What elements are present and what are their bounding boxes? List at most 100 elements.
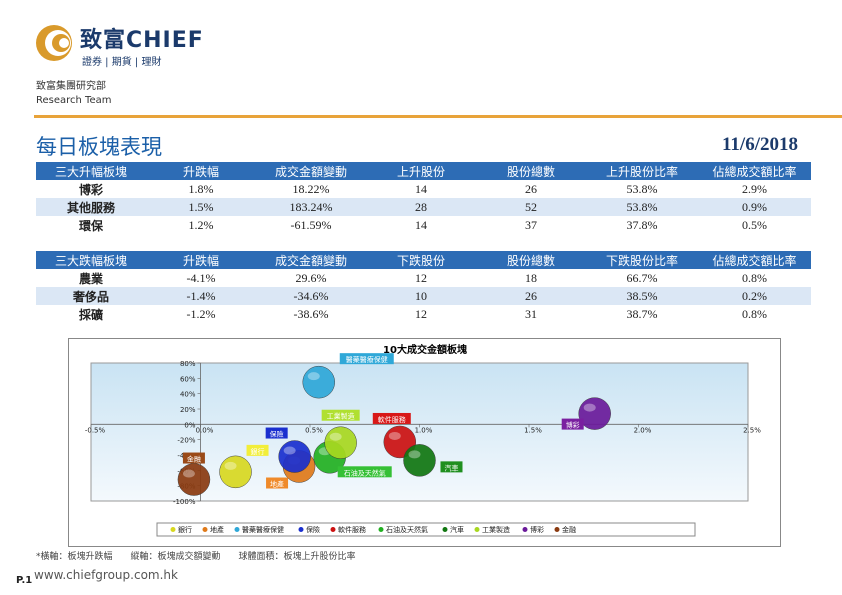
bubble-highlight bbox=[408, 450, 421, 459]
sector-name: 環保 bbox=[78, 218, 103, 233]
bubble-label-box bbox=[372, 412, 411, 424]
y-tick-label: 40% bbox=[180, 391, 196, 399]
bubble-highlight bbox=[329, 432, 342, 441]
table-row: 奢侈品 -1.4% -34.6% 10 26 38.5% 0.2% bbox=[36, 287, 811, 305]
column-header: 成交金額變動 bbox=[256, 162, 366, 180]
bubble-point bbox=[403, 444, 436, 477]
website-url[interactable]: www.chiefgroup.com.hk bbox=[34, 568, 178, 582]
table-cell: 1.2% bbox=[188, 217, 214, 232]
research-dept: 致富集團研究部 Research Team bbox=[36, 80, 111, 108]
table-row: 博彩 1.8% 18.22% 14 26 53.8% 2.9% bbox=[36, 180, 811, 198]
table-cell: 0.2% bbox=[698, 287, 811, 305]
table-cell: 18 bbox=[525, 270, 537, 285]
page-number: P.1 bbox=[16, 575, 33, 586]
bubble-point bbox=[177, 463, 211, 496]
table-cell: 0.8% bbox=[742, 306, 767, 321]
column-header: 上升股份 bbox=[366, 162, 476, 180]
bubble-point bbox=[219, 455, 252, 489]
legend-label: 醫藥醫療保健 bbox=[242, 525, 284, 534]
column-header: 升跌幅 bbox=[146, 251, 256, 269]
logo-text: 致富CHIEF bbox=[80, 28, 204, 53]
legend-marker bbox=[378, 527, 384, 532]
table-cell: 0.5% bbox=[742, 217, 767, 232]
legend-marker bbox=[554, 527, 560, 532]
legend-label: 銀行 bbox=[178, 525, 192, 534]
table-cell: 29.6% bbox=[295, 270, 327, 285]
table-row: 農業 -4.1% 29.6% 12 18 66.7% 0.8% bbox=[36, 269, 811, 287]
bubble-label-box bbox=[182, 452, 205, 464]
legend-marker bbox=[234, 527, 240, 532]
bubble-label-box bbox=[321, 409, 360, 421]
table-cell: 31 bbox=[525, 306, 537, 321]
column-header: 股份總數 bbox=[476, 162, 586, 180]
sector-name: 博彩 bbox=[78, 182, 103, 197]
table-cell: 1.8% bbox=[188, 181, 214, 196]
table-cell: 14 bbox=[415, 217, 427, 232]
legend-marker bbox=[330, 527, 336, 532]
chart-footnote: *橫軸：板塊升跌幅 縱軸：板塊成交額變動 球體面積：板塊上升股份比率 bbox=[36, 552, 356, 562]
bubble-label-box bbox=[265, 427, 288, 439]
bubble-label-box bbox=[246, 444, 269, 456]
x-tick-label: 2.5% bbox=[743, 426, 761, 434]
column-header: 升跌幅 bbox=[146, 162, 256, 180]
column-header: 上升股份比率 bbox=[586, 162, 698, 180]
company-logo: 致富CHIEF 證券 | 期貨 | 理財 bbox=[34, 22, 244, 68]
table-cell: -34.6% bbox=[256, 287, 366, 305]
table-row: 採礦 -1.2% -38.6% 12 31 38.7% 0.8% bbox=[36, 305, 811, 323]
dept-name-en: Research Team bbox=[36, 95, 112, 106]
bubble-highlight bbox=[388, 431, 401, 440]
x-tick-label: 0.5% bbox=[305, 426, 323, 434]
table-header-row: 三大升幅板塊 升跌幅 成交金額變動 上升股份 股份總數 上升股份比率 佔總成交額… bbox=[36, 162, 811, 180]
bubble-label: 地產 bbox=[270, 480, 284, 489]
x-tick-label: -0.5% bbox=[85, 426, 106, 434]
bubble-label: 銀行 bbox=[251, 447, 265, 456]
chart-title: 10大成交金額板塊 bbox=[383, 343, 467, 356]
bubble-label-box bbox=[337, 466, 392, 478]
bubble-label: 博彩 bbox=[566, 421, 580, 430]
report-date: 11/6/2018 bbox=[721, 134, 798, 155]
bubble-point bbox=[302, 365, 336, 399]
bubble-highlight bbox=[182, 469, 195, 478]
table-cell: 26 bbox=[525, 181, 537, 196]
table-cell: -61.59% bbox=[290, 217, 332, 232]
bubble-label: 軟件服務 bbox=[378, 415, 406, 424]
sector-name: 採礦 bbox=[78, 307, 103, 322]
bubble-label-box bbox=[339, 353, 394, 365]
bubble-chart: 10大成交金額板塊 80%60%40%20%0%-20%-40%-60%-80%… bbox=[85, 343, 761, 537]
y-tick-label: 0% bbox=[184, 421, 195, 429]
legend-label: 石油及天然氣 bbox=[386, 525, 428, 534]
legend-marker bbox=[474, 527, 480, 532]
x-tick-label: 1.0% bbox=[415, 426, 433, 434]
table-cell: -1.2% bbox=[186, 306, 216, 321]
bubble-point bbox=[578, 397, 611, 430]
table-cell: 26 bbox=[476, 287, 586, 305]
legend-box bbox=[156, 522, 696, 537]
legend-label: 博彩 bbox=[530, 525, 544, 534]
column-header: 三大升幅板塊 bbox=[36, 162, 146, 180]
bubble-label: 工業製造 bbox=[327, 412, 355, 421]
table-cell: 12 bbox=[415, 306, 427, 321]
sector-name: 農業 bbox=[78, 271, 103, 286]
table-cell: 14 bbox=[415, 181, 427, 196]
table-cell: 10 bbox=[366, 287, 476, 305]
legend-marker bbox=[522, 527, 528, 532]
x-tick-label: 1.5% bbox=[524, 426, 542, 434]
table-cell: 0.8% bbox=[742, 270, 767, 285]
bubble-highlight bbox=[283, 446, 296, 455]
column-header: 成交金額變動 bbox=[256, 251, 366, 269]
table-cell: 183.24% bbox=[256, 198, 366, 216]
legend-marker bbox=[298, 527, 304, 532]
bubble-label: 金融 bbox=[187, 455, 201, 464]
losers-table: 三大跌幅板塊 升跌幅 成交金額變動 下跌股份 股份總數 下跌股份比率 佔總成交額… bbox=[36, 251, 811, 323]
legend: 銀行 地產 醫藥醫療保健 保險 軟件服務 石油及天然氣 汽車 工業製造 博彩 金融 bbox=[170, 525, 576, 534]
table-cell: 1.5% bbox=[146, 198, 256, 216]
sector-name: 其他服務 bbox=[36, 198, 146, 216]
bubble-label: 醫藥醫療保健 bbox=[346, 355, 388, 364]
legend-label: 工業製造 bbox=[482, 525, 510, 534]
bubble-label-box bbox=[266, 477, 289, 489]
table-cell: 0.9% bbox=[698, 198, 811, 216]
y-tick-label: 80% bbox=[180, 360, 196, 368]
bubble-highlight bbox=[583, 403, 596, 412]
table-cell: 28 bbox=[366, 198, 476, 216]
